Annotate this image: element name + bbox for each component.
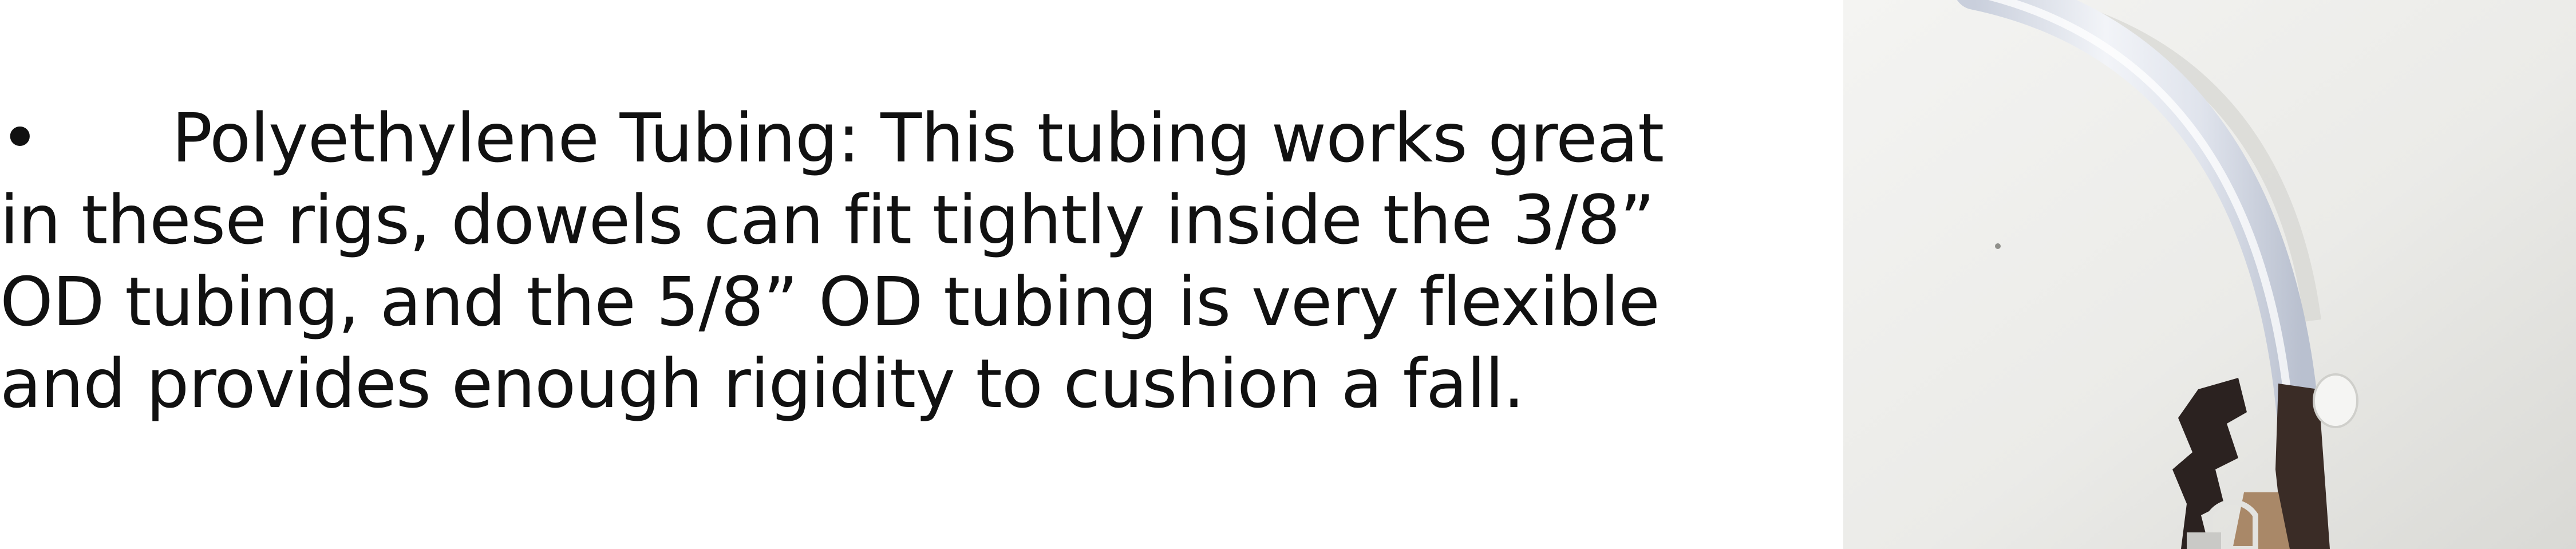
bullet-text-line-2: in these rigs, dowels can fit tightly in… (0, 180, 1655, 259)
dark-plate (2275, 384, 2330, 549)
bullet-line-1: • Polyethylene Tubing: This tubing works … (0, 97, 1775, 179)
bullet-paragraph: • Polyethylene Tubing: This tubing works … (0, 97, 1775, 425)
metal-hinge (2187, 532, 2221, 549)
bullet-marker: • (0, 98, 40, 177)
bullet-text-line-3: OD tubing, and the 5/8” OD tubing is ver… (0, 262, 1660, 341)
bullet-text-line-1: Polyethylene Tubing: This tubing works g… (172, 98, 1664, 177)
wall-speck (1995, 243, 2001, 249)
tubing-rig-illustration (1843, 0, 2576, 549)
white-clip (2207, 499, 2258, 549)
dark-bracket (2172, 378, 2247, 549)
tubing-rig-photo (1843, 0, 2576, 549)
tubing-highlight (1988, 0, 2297, 476)
tubing-outer (1957, 0, 2322, 491)
bullet-text-line-4: and provides enough rigidity to cushion … (0, 344, 1524, 423)
white-cap (2313, 373, 2358, 428)
